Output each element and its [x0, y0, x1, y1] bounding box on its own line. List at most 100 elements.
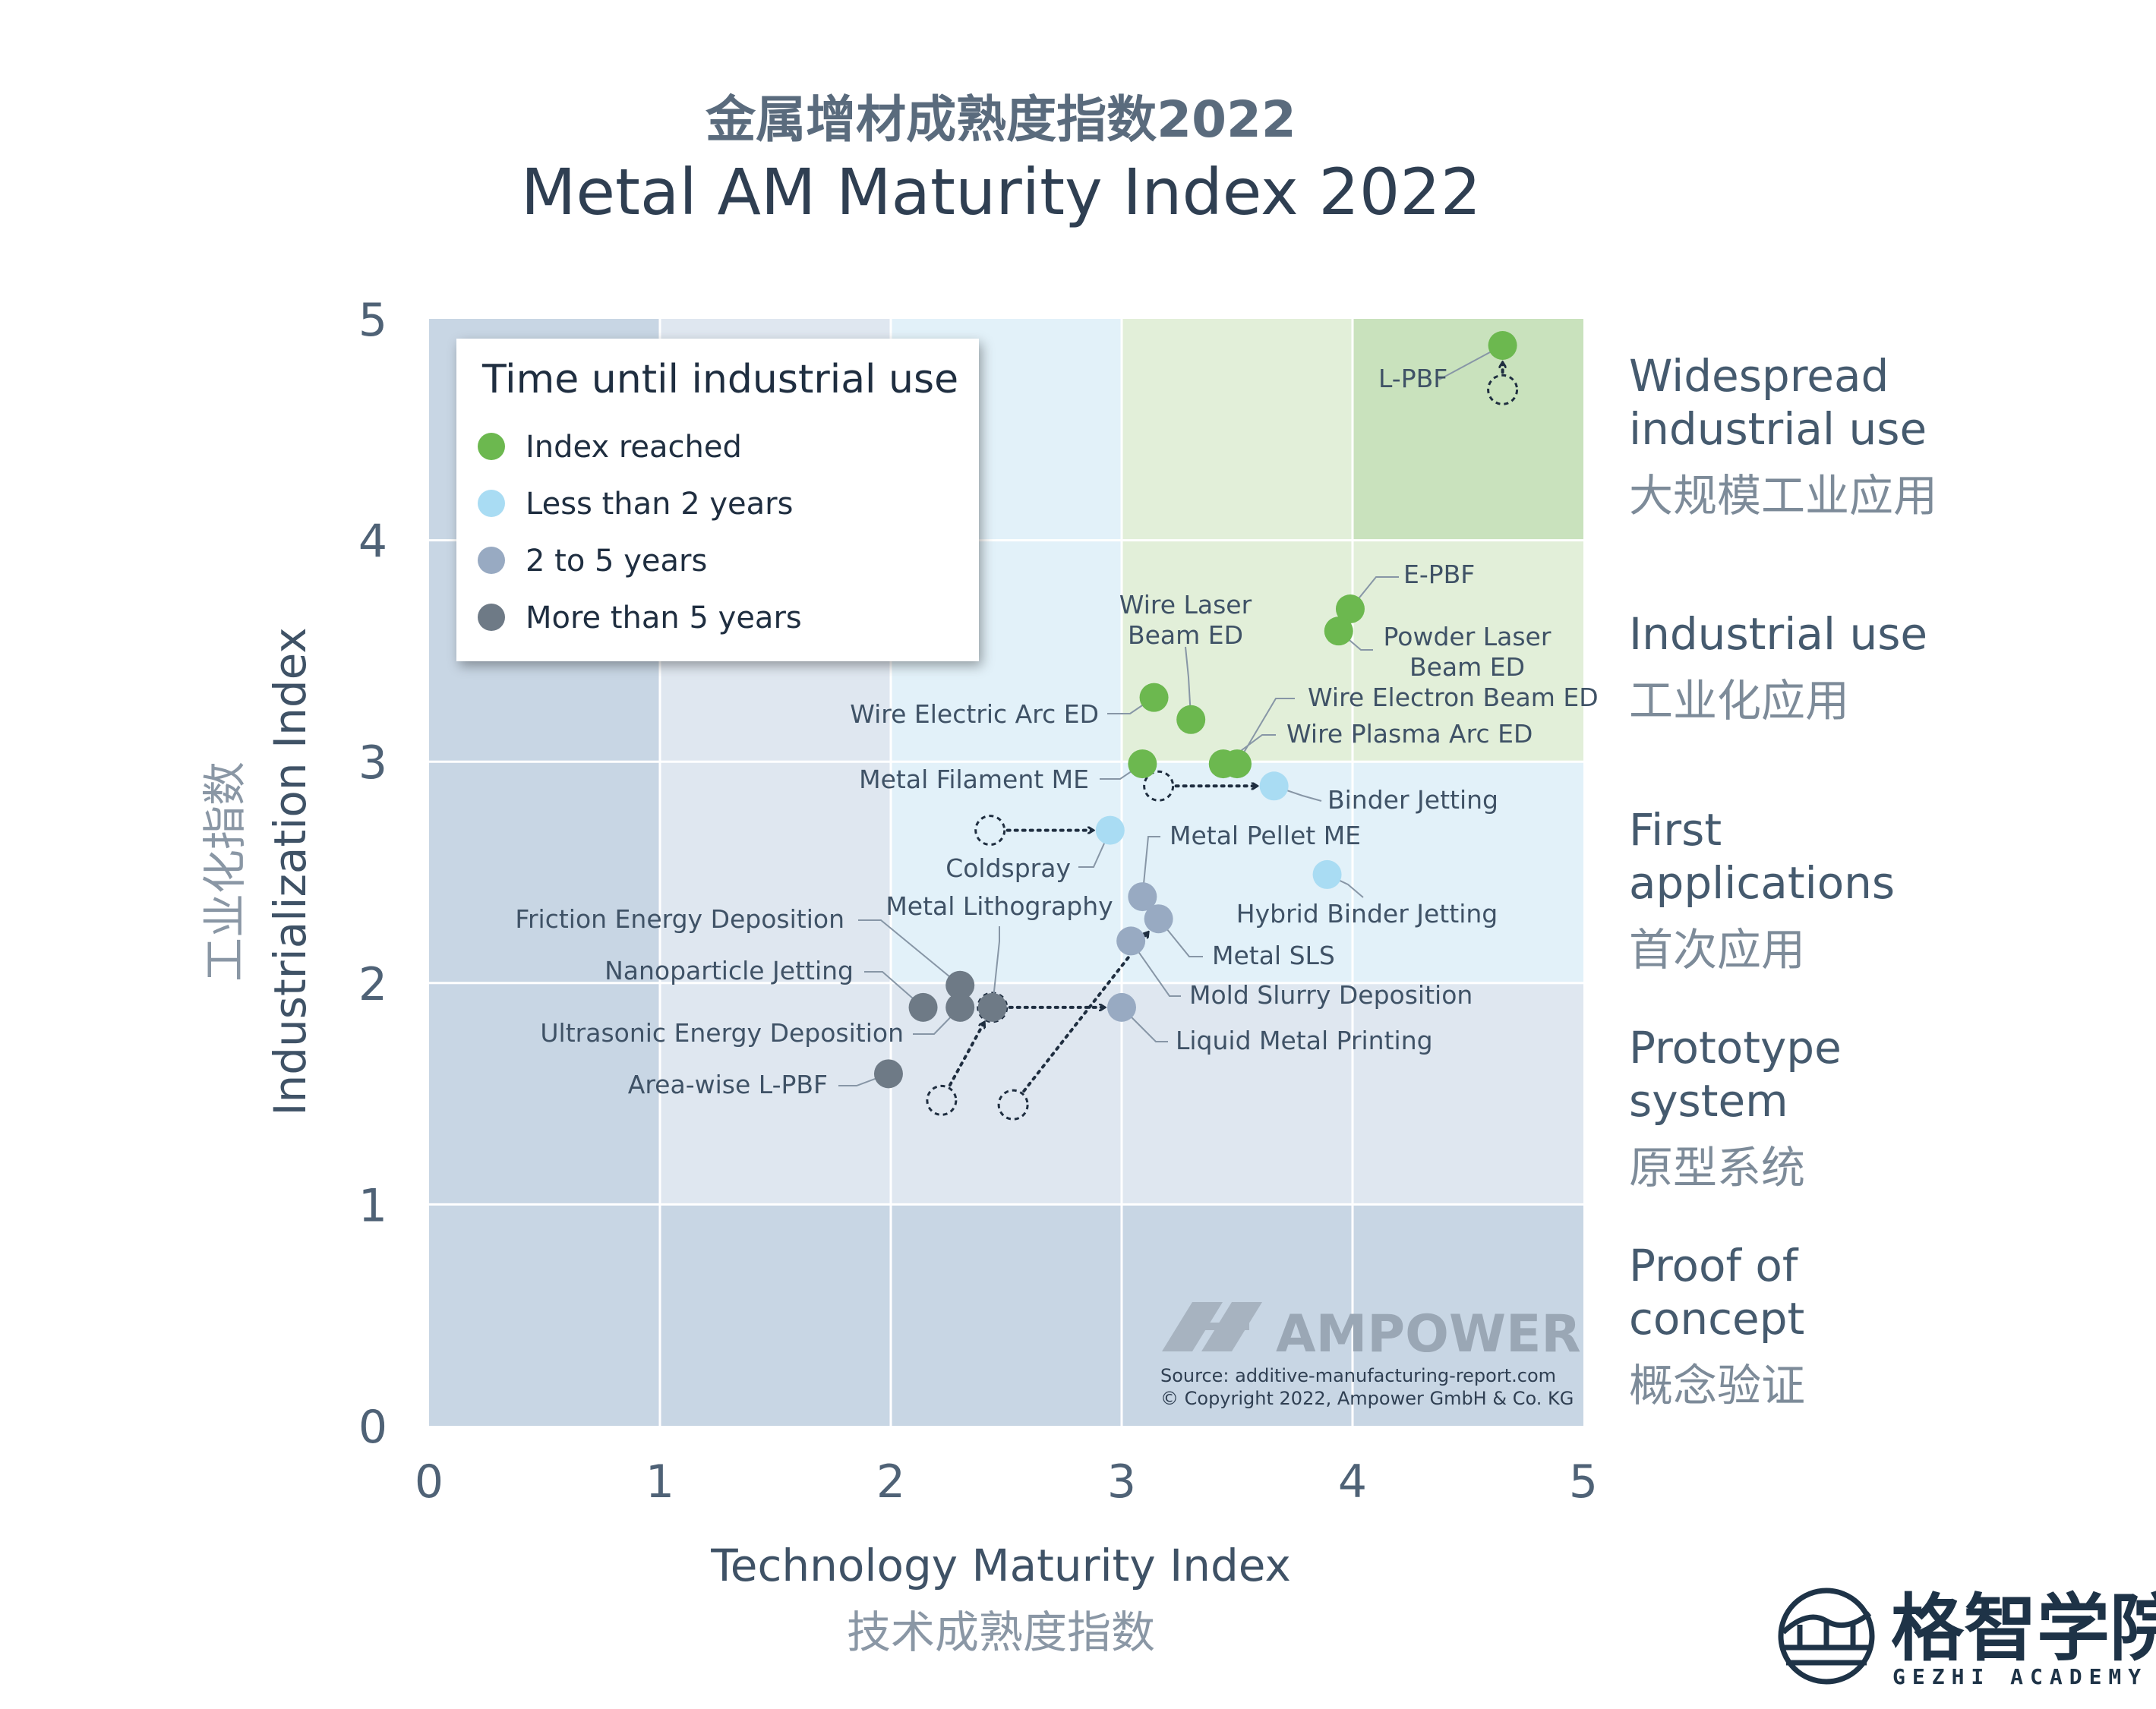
- data-point: [873, 1059, 903, 1089]
- point-label: Powder Laser Beam ED: [1384, 622, 1551, 682]
- x-tick-label: 3: [1107, 1455, 1136, 1509]
- category-label-en: Widespread: [1629, 350, 1889, 402]
- point-label: L-PBF: [1378, 364, 1447, 393]
- legend-items: Index reached Less than 2 years 2 to 5 yea…: [478, 430, 802, 635]
- category-label-en: Proof of: [1629, 1240, 1799, 1291]
- ampower-brand: AMPOWER: [1276, 1304, 1581, 1364]
- y-tick-label: 5: [358, 294, 387, 347]
- x-axis-title: Technology Maturity Index: [710, 1540, 1291, 1591]
- point-label: Nanoparticle Jetting: [605, 956, 854, 985]
- previous-position-marker: [974, 815, 1006, 847]
- category-label-cn: 大规模工业应用: [1629, 470, 1937, 522]
- legend-item-label: 2 to 5 years: [526, 544, 707, 579]
- movement-arrow: [1022, 932, 1147, 1093]
- x-axis-title-cn: 技术成熟度指数: [847, 1607, 1155, 1658]
- x-tick-label: 4: [1338, 1455, 1367, 1509]
- ampower-watermark: AMPOWER Source: additive-manufacturing-r…: [1160, 1302, 1581, 1409]
- point-label: Wire Laser Beam ED: [1119, 590, 1252, 650]
- ampower-logo-mark: [1162, 1302, 1262, 1351]
- y-axis-title: Industrialization Index: [264, 627, 316, 1115]
- data-point: [1095, 815, 1125, 845]
- point-label: Hybrid Binder Jetting: [1236, 899, 1498, 929]
- leader-line: [1141, 836, 1160, 897]
- category-label-cn: 概念验证: [1629, 1360, 1805, 1411]
- data-point: [945, 992, 975, 1022]
- data-point: [1107, 992, 1136, 1022]
- x-tick-label: 5: [1569, 1455, 1598, 1509]
- data-point: [945, 970, 975, 1000]
- gezhi-logo: 格智学院 GEZHI ACADEMY: [1778, 1586, 2156, 1689]
- leader-line: [1157, 918, 1203, 957]
- legend-swatch: [478, 604, 505, 631]
- point-label: Friction Energy Deposition: [515, 904, 844, 934]
- legend-item-label: More than 5 years: [526, 601, 802, 635]
- data-point: [1259, 771, 1289, 801]
- legend-swatch: [478, 433, 505, 460]
- x-tick-label: 0: [415, 1455, 444, 1509]
- category-label-en: system: [1629, 1075, 1788, 1127]
- legend-title: Time until industrial use: [481, 357, 958, 402]
- data-point: [1116, 926, 1146, 956]
- data-point: [1128, 749, 1157, 779]
- y-tick-label: 3: [358, 736, 387, 790]
- copyright-text: © Copyright 2022, Ampower GmbH & Co. KG: [1160, 1388, 1574, 1409]
- data-point: [1324, 616, 1353, 646]
- previous-position-marker: [926, 1084, 958, 1116]
- previous-position-marker: [1487, 374, 1519, 405]
- legend-swatch: [478, 547, 505, 574]
- category-label-en: Industrial use: [1629, 608, 1927, 660]
- data-point: [1144, 904, 1173, 934]
- y-tick-labels: 0 1 2 3 4 5: [358, 294, 387, 1454]
- point-label: Metal Filament ME: [859, 765, 1089, 794]
- category-label-en: First: [1629, 804, 1722, 856]
- legend-item-label: Index reached: [526, 430, 742, 465]
- point-label: Binder Jetting: [1327, 785, 1498, 815]
- data-point: [1176, 705, 1206, 734]
- legend-item-label: Less than 2 years: [526, 487, 793, 522]
- x-tick-label: 1: [646, 1455, 674, 1509]
- zone-industrial-upper: [1122, 319, 1353, 541]
- chart-title-en: Metal AM Maturity Index 2022: [521, 155, 1481, 229]
- category-label-en: applications: [1629, 857, 1895, 909]
- data-point: [1128, 882, 1157, 912]
- leader-line: [858, 919, 961, 986]
- point-label: Wire Plasma Arc ED: [1286, 719, 1533, 749]
- gezhi-name-cn: 格智学院: [1891, 1586, 2156, 1671]
- y-axis-title-cn: 工业化指数: [199, 761, 251, 982]
- point-label: Liquid Metal Printing: [1176, 1026, 1433, 1055]
- source-text: Source: additive-manufacturing-report.co…: [1160, 1365, 1556, 1386]
- category-label-cn: 原型系统: [1629, 1142, 1805, 1193]
- leader-line: [864, 971, 924, 1008]
- point-label: Mold Slurry Deposition: [1189, 980, 1473, 1010]
- leader-line: [1130, 940, 1181, 997]
- chart-title-cn: 金属增材成熟度指数2022: [705, 90, 1296, 149]
- gezhi-logo-mark: [1778, 1588, 1875, 1685]
- y-tick-label: 0: [358, 1401, 387, 1454]
- category-label-en: Prototype: [1629, 1022, 1842, 1074]
- point-label: E-PBF: [1403, 560, 1475, 589]
- point-label: Metal Pellet ME: [1170, 821, 1361, 850]
- category-label-en: industrial use: [1629, 403, 1927, 455]
- data-point: [1139, 683, 1169, 712]
- data-point: [1335, 594, 1365, 623]
- zone-widespread: [1353, 319, 1583, 541]
- leader-line: [991, 926, 1000, 1007]
- data-point: [1208, 749, 1238, 779]
- data-point: [908, 992, 938, 1022]
- data-point: [1312, 859, 1342, 889]
- point-label: Metal Lithography: [885, 891, 1113, 921]
- category-label-en: concept: [1629, 1293, 1804, 1345]
- leader-line: [1121, 1007, 1168, 1042]
- previous-position-marker: [997, 1089, 1029, 1121]
- point-label: Ultrasonic Energy Deposition: [540, 1018, 904, 1048]
- point-label: Coldspray: [945, 853, 1071, 883]
- point-label: Wire Electric Arc ED: [850, 699, 1099, 729]
- leader-line: [1236, 698, 1295, 765]
- legend: Time until industrial use Index reached L…: [456, 339, 979, 661]
- y-tick-label: 1: [358, 1179, 387, 1232]
- data-points: [873, 330, 1517, 1089]
- x-tick-label: 2: [876, 1455, 905, 1509]
- category-label-cn: 首次应用: [1629, 924, 1805, 976]
